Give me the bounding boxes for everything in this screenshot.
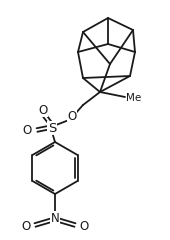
Text: O: O <box>79 221 89 234</box>
Text: S: S <box>48 121 56 134</box>
Text: O: O <box>38 103 48 116</box>
Text: Me: Me <box>126 93 142 103</box>
Text: O: O <box>22 124 32 137</box>
Text: O: O <box>67 110 77 124</box>
Text: O: O <box>21 221 31 234</box>
Text: N: N <box>51 211 59 224</box>
